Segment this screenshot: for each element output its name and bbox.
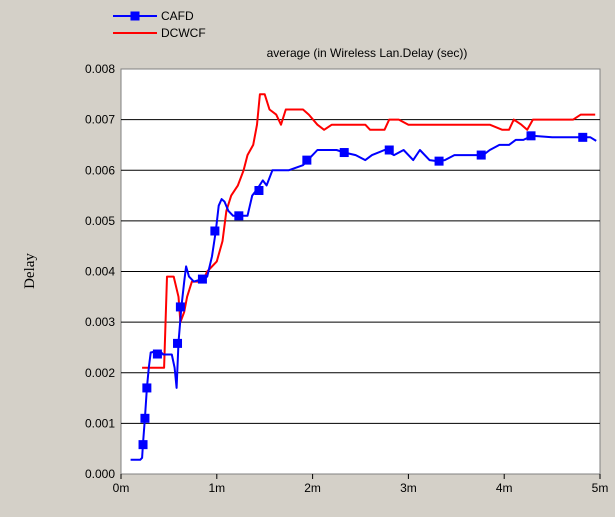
y-tick-label: 0.005: [85, 214, 115, 228]
data-point-cafd: [176, 302, 185, 311]
y-axis-label: Delay: [22, 253, 38, 289]
x-tick-label: 0m: [113, 481, 130, 495]
x-tick-label: 5m: [592, 481, 609, 495]
data-point-cafd: [173, 339, 182, 348]
chart-title: average (in Wireless Lan.Delay (sec)): [267, 46, 468, 60]
data-point-cafd: [385, 146, 394, 155]
y-tick-label: 0.007: [85, 113, 115, 127]
data-point-cafd: [142, 383, 151, 392]
data-point-cafd: [527, 131, 536, 140]
y-tick-label: 0.001: [85, 416, 115, 430]
x-tick-label: 4m: [496, 481, 513, 495]
y-axis-ticks: 0.000 0.001 0.002 0.003 0.004 0.005 0.006 0.007…: [85, 62, 115, 481]
data-point-cafd: [254, 186, 263, 195]
data-point-cafd: [198, 275, 207, 284]
y-tick-label: 0.004: [85, 265, 115, 279]
data-point-cafd: [302, 156, 311, 165]
legend-label-dcwcf: DCWCF: [161, 26, 206, 40]
y-tick-label: 0.003: [85, 315, 115, 329]
legend: CAFD DCWCF: [113, 9, 206, 40]
y-tick-label: 0.002: [85, 366, 115, 380]
data-point-cafd: [234, 211, 243, 220]
data-point-cafd: [477, 151, 486, 160]
y-tick-label: 0.000: [85, 467, 115, 481]
data-point-cafd: [153, 350, 162, 359]
y-tick-label: 0.008: [85, 62, 115, 76]
data-point-cafd: [435, 157, 444, 166]
x-tick-label: 3m: [400, 481, 417, 495]
x-tick-label: 1m: [208, 481, 225, 495]
legend-marker-cafd: [131, 12, 140, 21]
data-point-cafd: [140, 414, 149, 423]
y-tick-label: 0.006: [85, 163, 115, 177]
legend-label-cafd: CAFD: [161, 9, 194, 23]
x-tick-label: 2m: [304, 481, 321, 495]
data-point-cafd: [139, 440, 148, 449]
data-point-cafd: [578, 133, 587, 142]
data-point-cafd: [210, 227, 219, 236]
x-axis-ticks: 0m 1m 2m 3m 4m 5m: [113, 474, 609, 495]
data-point-cafd: [340, 148, 349, 157]
